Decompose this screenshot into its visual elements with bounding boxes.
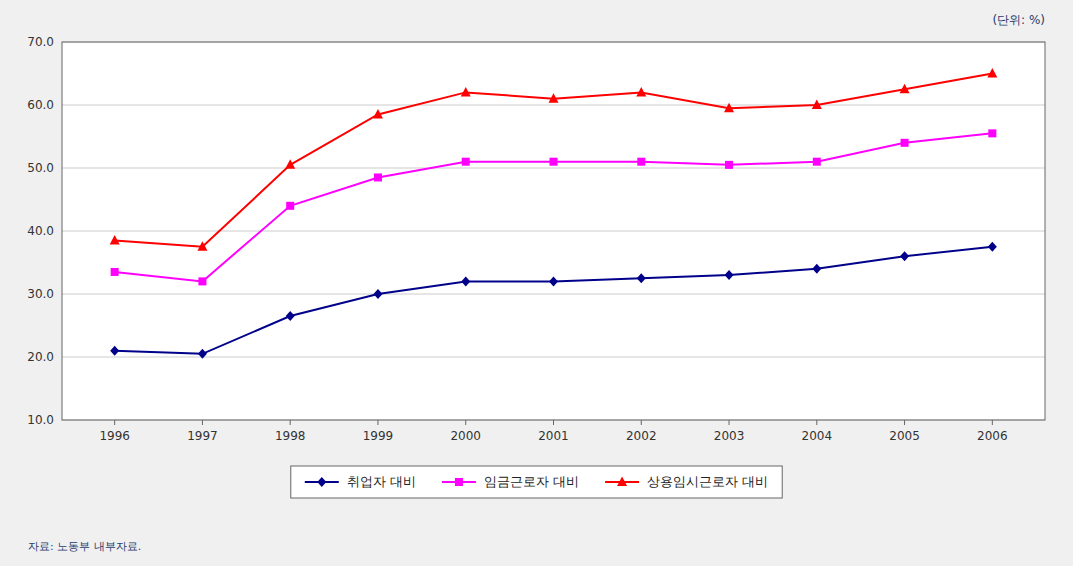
x-tick-label: 2003 <box>714 429 745 443</box>
point <box>636 87 646 97</box>
point <box>462 158 470 166</box>
series <box>110 242 997 359</box>
point <box>987 68 997 78</box>
legend-item: 상용임시근로자 대비 <box>605 474 768 489</box>
x-tick-label: 1996 <box>99 429 130 443</box>
point <box>549 276 558 286</box>
x-tick <box>553 420 554 425</box>
point <box>900 84 910 94</box>
point <box>286 202 294 210</box>
x-tick <box>904 420 905 425</box>
legend-label: 임금근로자 대비 <box>484 474 579 489</box>
point <box>988 242 997 252</box>
x-tick-label: 2000 <box>450 429 481 443</box>
legend-box <box>291 466 782 498</box>
y-tick-label: 10.0 <box>27 413 54 427</box>
point <box>812 100 822 110</box>
x-tick <box>816 420 817 425</box>
x-tick-label: 1999 <box>363 429 394 443</box>
background <box>0 0 1073 566</box>
x-tick <box>992 420 993 425</box>
grid-line <box>62 231 1045 232</box>
legend-label: 상용임시근로자 대비 <box>647 474 768 489</box>
point <box>901 139 909 147</box>
point <box>724 103 734 113</box>
point <box>549 93 559 103</box>
point <box>988 129 996 137</box>
point <box>813 158 821 166</box>
y-tick-label: 30.0 <box>27 287 54 301</box>
point <box>900 251 909 261</box>
legend-marker <box>617 477 627 487</box>
y-tick-label: 40.0 <box>27 224 54 238</box>
x-tick-label: 2001 <box>538 429 569 443</box>
point <box>812 264 821 274</box>
legend-marker <box>455 478 463 486</box>
x-tick-label: 2005 <box>889 429 920 443</box>
legend-item: 취업자 대비 <box>305 474 416 489</box>
point <box>198 349 207 359</box>
grid <box>62 42 1045 420</box>
x-tick <box>729 420 730 425</box>
point <box>373 109 383 119</box>
x-tick <box>114 420 115 425</box>
series-line <box>115 133 993 281</box>
point <box>285 159 295 169</box>
point <box>637 158 645 166</box>
x-tick-label: 2004 <box>802 429 833 443</box>
plot-area <box>62 42 1045 420</box>
unit-label: (단위: %) <box>992 13 1045 27</box>
grid-line <box>62 357 1045 358</box>
point <box>461 276 470 286</box>
point <box>637 273 646 283</box>
grid-line <box>62 168 1045 169</box>
point <box>374 173 382 181</box>
x-tick <box>641 420 642 425</box>
point <box>725 270 734 280</box>
y-tick-label: 20.0 <box>27 350 54 364</box>
legend-label: 취업자 대비 <box>347 474 416 489</box>
data <box>110 68 998 359</box>
point <box>373 289 382 299</box>
point <box>198 277 206 285</box>
x-tick-label: 2006 <box>977 429 1008 443</box>
y-tick-label: 60.0 <box>27 98 54 112</box>
point <box>197 241 207 251</box>
source-label: 자료: 노동부 내부자료. <box>28 540 141 553</box>
x-tick-label: 1998 <box>275 429 306 443</box>
point <box>461 87 471 97</box>
point <box>110 346 119 356</box>
chart: 10.0 20.0 30.0 40.0 50.0 60.0 70.0 1996 1997 1998… <box>0 0 1073 566</box>
legend-item: 임금근로자 대비 <box>442 474 579 489</box>
x-tick <box>202 420 203 425</box>
point <box>725 161 733 169</box>
x-tick-label: 1997 <box>187 429 218 443</box>
y-tick-label: 70.0 <box>27 35 54 49</box>
series <box>110 68 998 251</box>
point <box>286 311 295 321</box>
x-tick <box>465 420 466 425</box>
x-tick <box>290 420 291 425</box>
y-tick-label: 50.0 <box>27 161 54 175</box>
x-tick-label: 2002 <box>626 429 657 443</box>
series-line <box>115 247 993 354</box>
grid-line <box>62 294 1045 295</box>
grid-line <box>62 105 1045 106</box>
point <box>550 158 558 166</box>
legend-marker <box>317 477 326 487</box>
point <box>110 235 120 245</box>
legend: 취업자 대비 임금근로자 대비 상용임시근로자 대비 <box>291 466 782 498</box>
x-tick <box>377 420 378 425</box>
point <box>111 268 119 276</box>
series-line <box>115 74 993 247</box>
plot-frame <box>62 42 1045 420</box>
